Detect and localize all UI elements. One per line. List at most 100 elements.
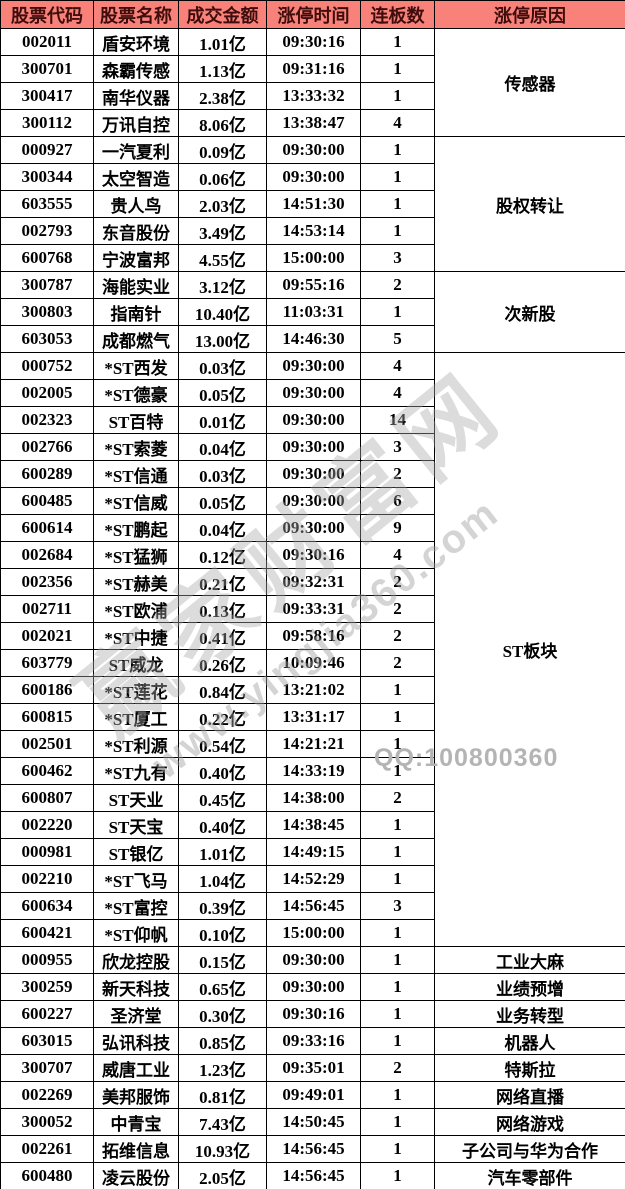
limit-up-time-cell: 14:46:30 bbox=[266, 325, 361, 353]
stock-name-cell: 南华仪器 bbox=[93, 82, 179, 110]
table-row: 603053 成都燃气 13.00亿 14:46:30 5 bbox=[0, 325, 625, 353]
stock-name-cell: 东音股份 bbox=[93, 217, 179, 245]
amount-cell: 3.49亿 bbox=[178, 217, 267, 245]
stock-name-cell: 弘讯科技 bbox=[93, 1027, 179, 1055]
stock-code-cell: 600421 bbox=[0, 919, 94, 947]
stock-name-cell: 中青宝 bbox=[93, 1108, 179, 1136]
stock-name-cell: 盾安环境 bbox=[93, 28, 179, 56]
stock-code-cell: 300707 bbox=[0, 1054, 94, 1082]
table-row: 002210 *ST飞马 1.04亿 14:52:29 1 bbox=[0, 865, 625, 893]
stock-code-cell: 603779 bbox=[0, 649, 94, 677]
limit-up-time-cell: 14:33:19 bbox=[266, 757, 361, 785]
table-row: 600480 凌云股份 2.05亿 14:56:45 1 汽车零部件 bbox=[0, 1162, 625, 1189]
table-row: 000981 ST银亿 1.01亿 14:49:15 1 bbox=[0, 838, 625, 866]
stock-code-cell: 002684 bbox=[0, 541, 94, 569]
stock-name-cell: *ST九有 bbox=[93, 757, 179, 785]
boards-count-cell: 2 bbox=[360, 271, 435, 299]
amount-cell: 0.12亿 bbox=[178, 541, 267, 569]
stock-code-cell: 002269 bbox=[0, 1081, 94, 1109]
stock-name-cell: 成都燃气 bbox=[93, 325, 179, 353]
table-row: 600289 *ST信通 0.03亿 09:30:00 2 bbox=[0, 460, 625, 488]
reason-cell: 特斯拉 bbox=[434, 1054, 625, 1082]
stock-code-cell: 600768 bbox=[0, 244, 94, 272]
stock-name-cell: 太空智造 bbox=[93, 163, 179, 191]
amount-cell: 1.13亿 bbox=[178, 55, 267, 83]
reason-cell: 业绩预增 bbox=[434, 973, 625, 1001]
boards-count-cell: 6 bbox=[360, 487, 435, 515]
stock-code-cell: 002005 bbox=[0, 379, 94, 407]
reason-cell: 子公司与华为合作 bbox=[434, 1135, 625, 1163]
stock-code-cell: 002501 bbox=[0, 730, 94, 758]
table-row: 600421 *ST仰帆 0.10亿 15:00:00 1 bbox=[0, 919, 625, 947]
boards-count-cell: 1 bbox=[360, 865, 435, 893]
limit-up-time-cell: 13:31:17 bbox=[266, 703, 361, 731]
limit-up-time-cell: 09:30:00 bbox=[266, 946, 361, 974]
stock-code-cell: 600227 bbox=[0, 1000, 94, 1028]
boards-count-cell: 1 bbox=[360, 703, 435, 731]
stock-code-cell: 603555 bbox=[0, 190, 94, 218]
limit-up-time-cell: 11:03:31 bbox=[266, 298, 361, 326]
stock-name-cell: 威唐工业 bbox=[93, 1054, 179, 1082]
limit-up-time-cell: 14:38:00 bbox=[266, 784, 361, 812]
boards-count-cell: 1 bbox=[360, 1000, 435, 1028]
table-row: 002220 ST天宝 0.40亿 14:38:45 1 bbox=[0, 811, 625, 839]
boards-count-cell: 2 bbox=[360, 622, 435, 650]
table-row: 600807 ST天业 0.45亿 14:38:00 2 bbox=[0, 784, 625, 812]
amount-cell: 0.41亿 bbox=[178, 622, 267, 650]
limit-up-time-cell: 09:31:16 bbox=[266, 55, 361, 83]
limit-up-time-cell: 09:30:00 bbox=[266, 163, 361, 191]
table-row: 002005 *ST德豪 0.05亿 09:30:00 4 bbox=[0, 379, 625, 407]
limit-up-time-cell: 09:30:00 bbox=[266, 352, 361, 380]
limit-up-time-cell: 13:38:47 bbox=[266, 109, 361, 137]
reason-cell: 股权转让 bbox=[434, 136, 625, 272]
table-row: 300707 威唐工业 1.23亿 09:35:01 2 特斯拉 bbox=[0, 1054, 625, 1082]
table-row: 002501 *ST利源 0.54亿 14:21:21 1 bbox=[0, 730, 625, 758]
amount-cell: 0.15亿 bbox=[178, 946, 267, 974]
amount-cell: 0.39亿 bbox=[178, 892, 267, 920]
table-row: 002323 ST百特 0.01亿 09:30:00 14 bbox=[0, 406, 625, 434]
amount-cell: 2.03亿 bbox=[178, 190, 267, 218]
table-row: 300259 新天科技 0.65亿 09:30:00 1 业绩预增 bbox=[0, 973, 625, 1001]
limit-up-time-cell: 09:30:00 bbox=[266, 487, 361, 515]
reason-cell: 网络游戏 bbox=[434, 1108, 625, 1136]
reason-cell: 机器人 bbox=[434, 1027, 625, 1055]
reason-cell: 工业大麻 bbox=[434, 946, 625, 974]
stock-name-cell: *ST西发 bbox=[93, 352, 179, 380]
table-row: 002711 *ST欧浦 0.13亿 09:33:31 2 bbox=[0, 595, 625, 623]
reason-cell: 业务转型 bbox=[434, 1000, 625, 1028]
boards-count-cell: 2 bbox=[360, 460, 435, 488]
table-row: 000752 *ST西发 0.03亿 09:30:00 4 ST板块 bbox=[0, 352, 625, 947]
boards-count-cell: 4 bbox=[360, 352, 435, 380]
boards-count-cell: 3 bbox=[360, 433, 435, 461]
amount-cell: 1.04亿 bbox=[178, 865, 267, 893]
amount-cell: 2.05亿 bbox=[178, 1162, 267, 1189]
amount-cell: 0.45亿 bbox=[178, 784, 267, 812]
limit-up-time-cell: 09:30:00 bbox=[266, 433, 361, 461]
stock-name-cell: *ST厦工 bbox=[93, 703, 179, 731]
boards-count-cell: 2 bbox=[360, 568, 435, 596]
amount-cell: 3.12亿 bbox=[178, 271, 267, 299]
amount-cell: 0.65亿 bbox=[178, 973, 267, 1001]
limit-up-time-cell: 14:49:15 bbox=[266, 838, 361, 866]
stock-code-cell: 600289 bbox=[0, 460, 94, 488]
stock-code-cell: 300052 bbox=[0, 1108, 94, 1136]
stock-name-cell: *ST富控 bbox=[93, 892, 179, 920]
boards-count-cell: 1 bbox=[360, 82, 435, 110]
stock-name-cell: *ST利源 bbox=[93, 730, 179, 758]
amount-cell: 7.43亿 bbox=[178, 1108, 267, 1136]
table-row: 002011 盾安环境 1.01亿 09:30:16 1 传感器 bbox=[0, 28, 625, 137]
stock-name-cell: 一汽夏利 bbox=[93, 136, 179, 164]
stock-name-cell: ST百特 bbox=[93, 406, 179, 434]
amount-cell: 2.38亿 bbox=[178, 82, 267, 110]
boards-count-cell: 14 bbox=[360, 406, 435, 434]
boards-count-cell: 1 bbox=[360, 1135, 435, 1163]
table-row: 600634 *ST富控 0.39亿 14:56:45 3 bbox=[0, 892, 625, 920]
table-row: 002684 *ST猛狮 0.12亿 09:30:16 4 bbox=[0, 541, 625, 569]
amount-cell: 0.04亿 bbox=[178, 514, 267, 542]
stock-name-cell: 圣济堂 bbox=[93, 1000, 179, 1028]
boards-count-cell: 1 bbox=[360, 811, 435, 839]
amount-cell: 0.21亿 bbox=[178, 568, 267, 596]
limit-up-time-cell: 09:32:31 bbox=[266, 568, 361, 596]
stock-name-cell: 宁波富邦 bbox=[93, 244, 179, 272]
